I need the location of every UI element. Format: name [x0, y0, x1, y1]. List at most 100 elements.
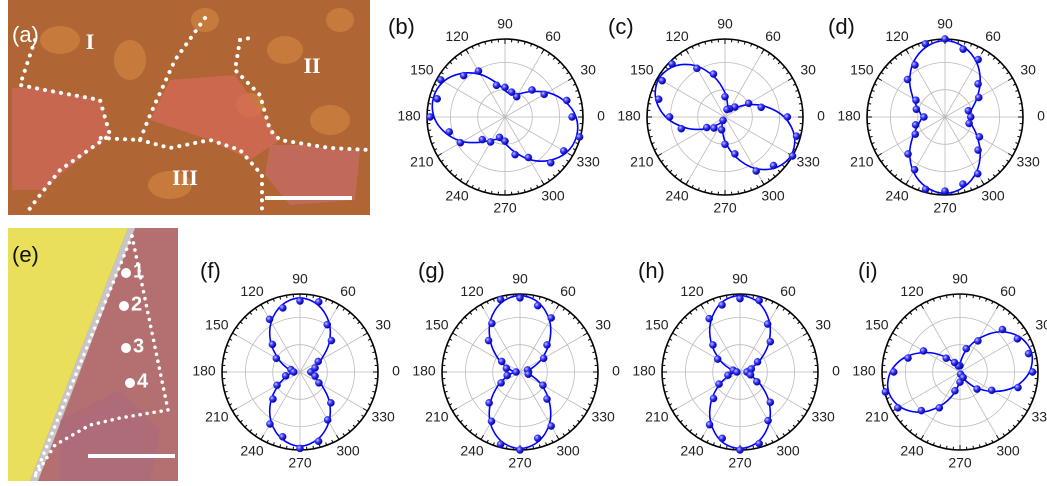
- frame-tick: [255, 433, 257, 435]
- data-point: [911, 166, 918, 173]
- data-point: [311, 372, 318, 379]
- frame-tick: [548, 53, 550, 55]
- data-point: [1029, 368, 1036, 375]
- frame-tick: [690, 312, 692, 314]
- frame-tick: [663, 385, 666, 386]
- data-point: [706, 315, 713, 322]
- frame-tick: [577, 322, 579, 324]
- data-point: [974, 146, 981, 153]
- data-point: [541, 91, 548, 98]
- frame-tick: [900, 420, 902, 422]
- data-point: [912, 121, 919, 128]
- data-point: [296, 445, 303, 452]
- frame-tick: [680, 178, 682, 180]
- frame-tick: [895, 174, 897, 176]
- frame-tick: [579, 130, 582, 131]
- data-point: [784, 113, 791, 120]
- data-point: [793, 133, 800, 140]
- theta-tick-label: 30: [1020, 62, 1036, 78]
- theta-tick-label: 330: [591, 409, 615, 425]
- frame-tick: [481, 435, 484, 439]
- data-point: [539, 382, 546, 389]
- frame-tick: [229, 404, 232, 405]
- frame-tick: [518, 191, 519, 194]
- frame-tick: [594, 358, 597, 359]
- frame-tick: [927, 301, 928, 304]
- frame-tick: [921, 304, 924, 308]
- frame-tick: [353, 317, 355, 319]
- frame-tick: [443, 385, 446, 386]
- data-point: [974, 170, 981, 177]
- frame-tick: [583, 409, 587, 412]
- frame-tick: [783, 433, 785, 435]
- frame-tick: [665, 165, 667, 167]
- frame-tick: [573, 317, 575, 319]
- frame-tick: [998, 170, 1000, 172]
- frame-tick: [337, 304, 340, 308]
- data-point: [266, 316, 273, 323]
- theta-tick-label: 240: [900, 442, 924, 458]
- frame-tick: [773, 174, 775, 176]
- theta-tick-label: 330: [811, 409, 835, 425]
- frame-tick: [782, 165, 784, 167]
- data-point: [460, 72, 467, 79]
- frame-tick: [803, 409, 807, 412]
- frame-tick: [675, 174, 677, 176]
- frame-tick: [472, 46, 473, 49]
- data-point: [503, 365, 510, 372]
- frame-tick: [883, 385, 886, 386]
- frame-tick: [799, 130, 802, 131]
- frame-tick: [777, 435, 780, 439]
- data-point: [736, 295, 743, 302]
- data-point: [266, 420, 273, 427]
- data-point: [282, 372, 289, 379]
- data-point: [315, 358, 322, 365]
- frame-tick: [692, 185, 693, 188]
- theta-tick-label: 90: [497, 16, 513, 32]
- frame-tick: [1008, 78, 1012, 81]
- frame-tick: [883, 358, 886, 359]
- theta-tick-label: 90: [732, 271, 748, 287]
- data-point: [525, 154, 532, 161]
- theta-tick-label: 210: [410, 154, 434, 170]
- data-point: [273, 355, 280, 362]
- frame-tick: [992, 440, 993, 443]
- data-point: [710, 124, 717, 131]
- data-point: [912, 131, 919, 138]
- frame-tick: [993, 57, 995, 59]
- data-point: [427, 113, 434, 120]
- frame-tick: [982, 49, 985, 53]
- frame-tick: [573, 425, 575, 427]
- data-point: [951, 359, 958, 366]
- data-point: [745, 100, 752, 107]
- data-point: [974, 337, 981, 344]
- data-point: [434, 95, 441, 102]
- frame-tick: [738, 40, 739, 43]
- frame-tick: [692, 46, 693, 49]
- frame-tick: [695, 308, 697, 310]
- frame-tick: [973, 295, 974, 298]
- frame-tick: [885, 165, 887, 167]
- theta-tick-label: 270: [493, 200, 517, 216]
- theta-tick-label: 120: [665, 28, 689, 44]
- theta-tick-label: 30: [580, 62, 596, 78]
- frame-tick: [363, 333, 367, 336]
- frame-tick: [487, 301, 488, 304]
- frame-tick: [885, 67, 887, 69]
- frame-tick: [229, 339, 232, 340]
- frame-tick: [1008, 312, 1010, 314]
- frame-tick: [738, 191, 739, 194]
- theta-tick-label: 210: [850, 154, 874, 170]
- frame-tick: [778, 170, 780, 172]
- frame-tick: [557, 304, 560, 308]
- data-point: [324, 321, 331, 328]
- frame-tick: [1013, 425, 1015, 427]
- frame-tick: [357, 420, 359, 422]
- frame-tick: [1013, 149, 1016, 150]
- data-point: [1014, 335, 1021, 342]
- frame-tick: [353, 425, 355, 427]
- grid-spoke: [877, 117, 945, 156]
- polar-chart: (b)0306090120150180210240270300330: [388, 14, 605, 216]
- frame-tick: [267, 440, 268, 443]
- frame-tick: [232, 409, 236, 412]
